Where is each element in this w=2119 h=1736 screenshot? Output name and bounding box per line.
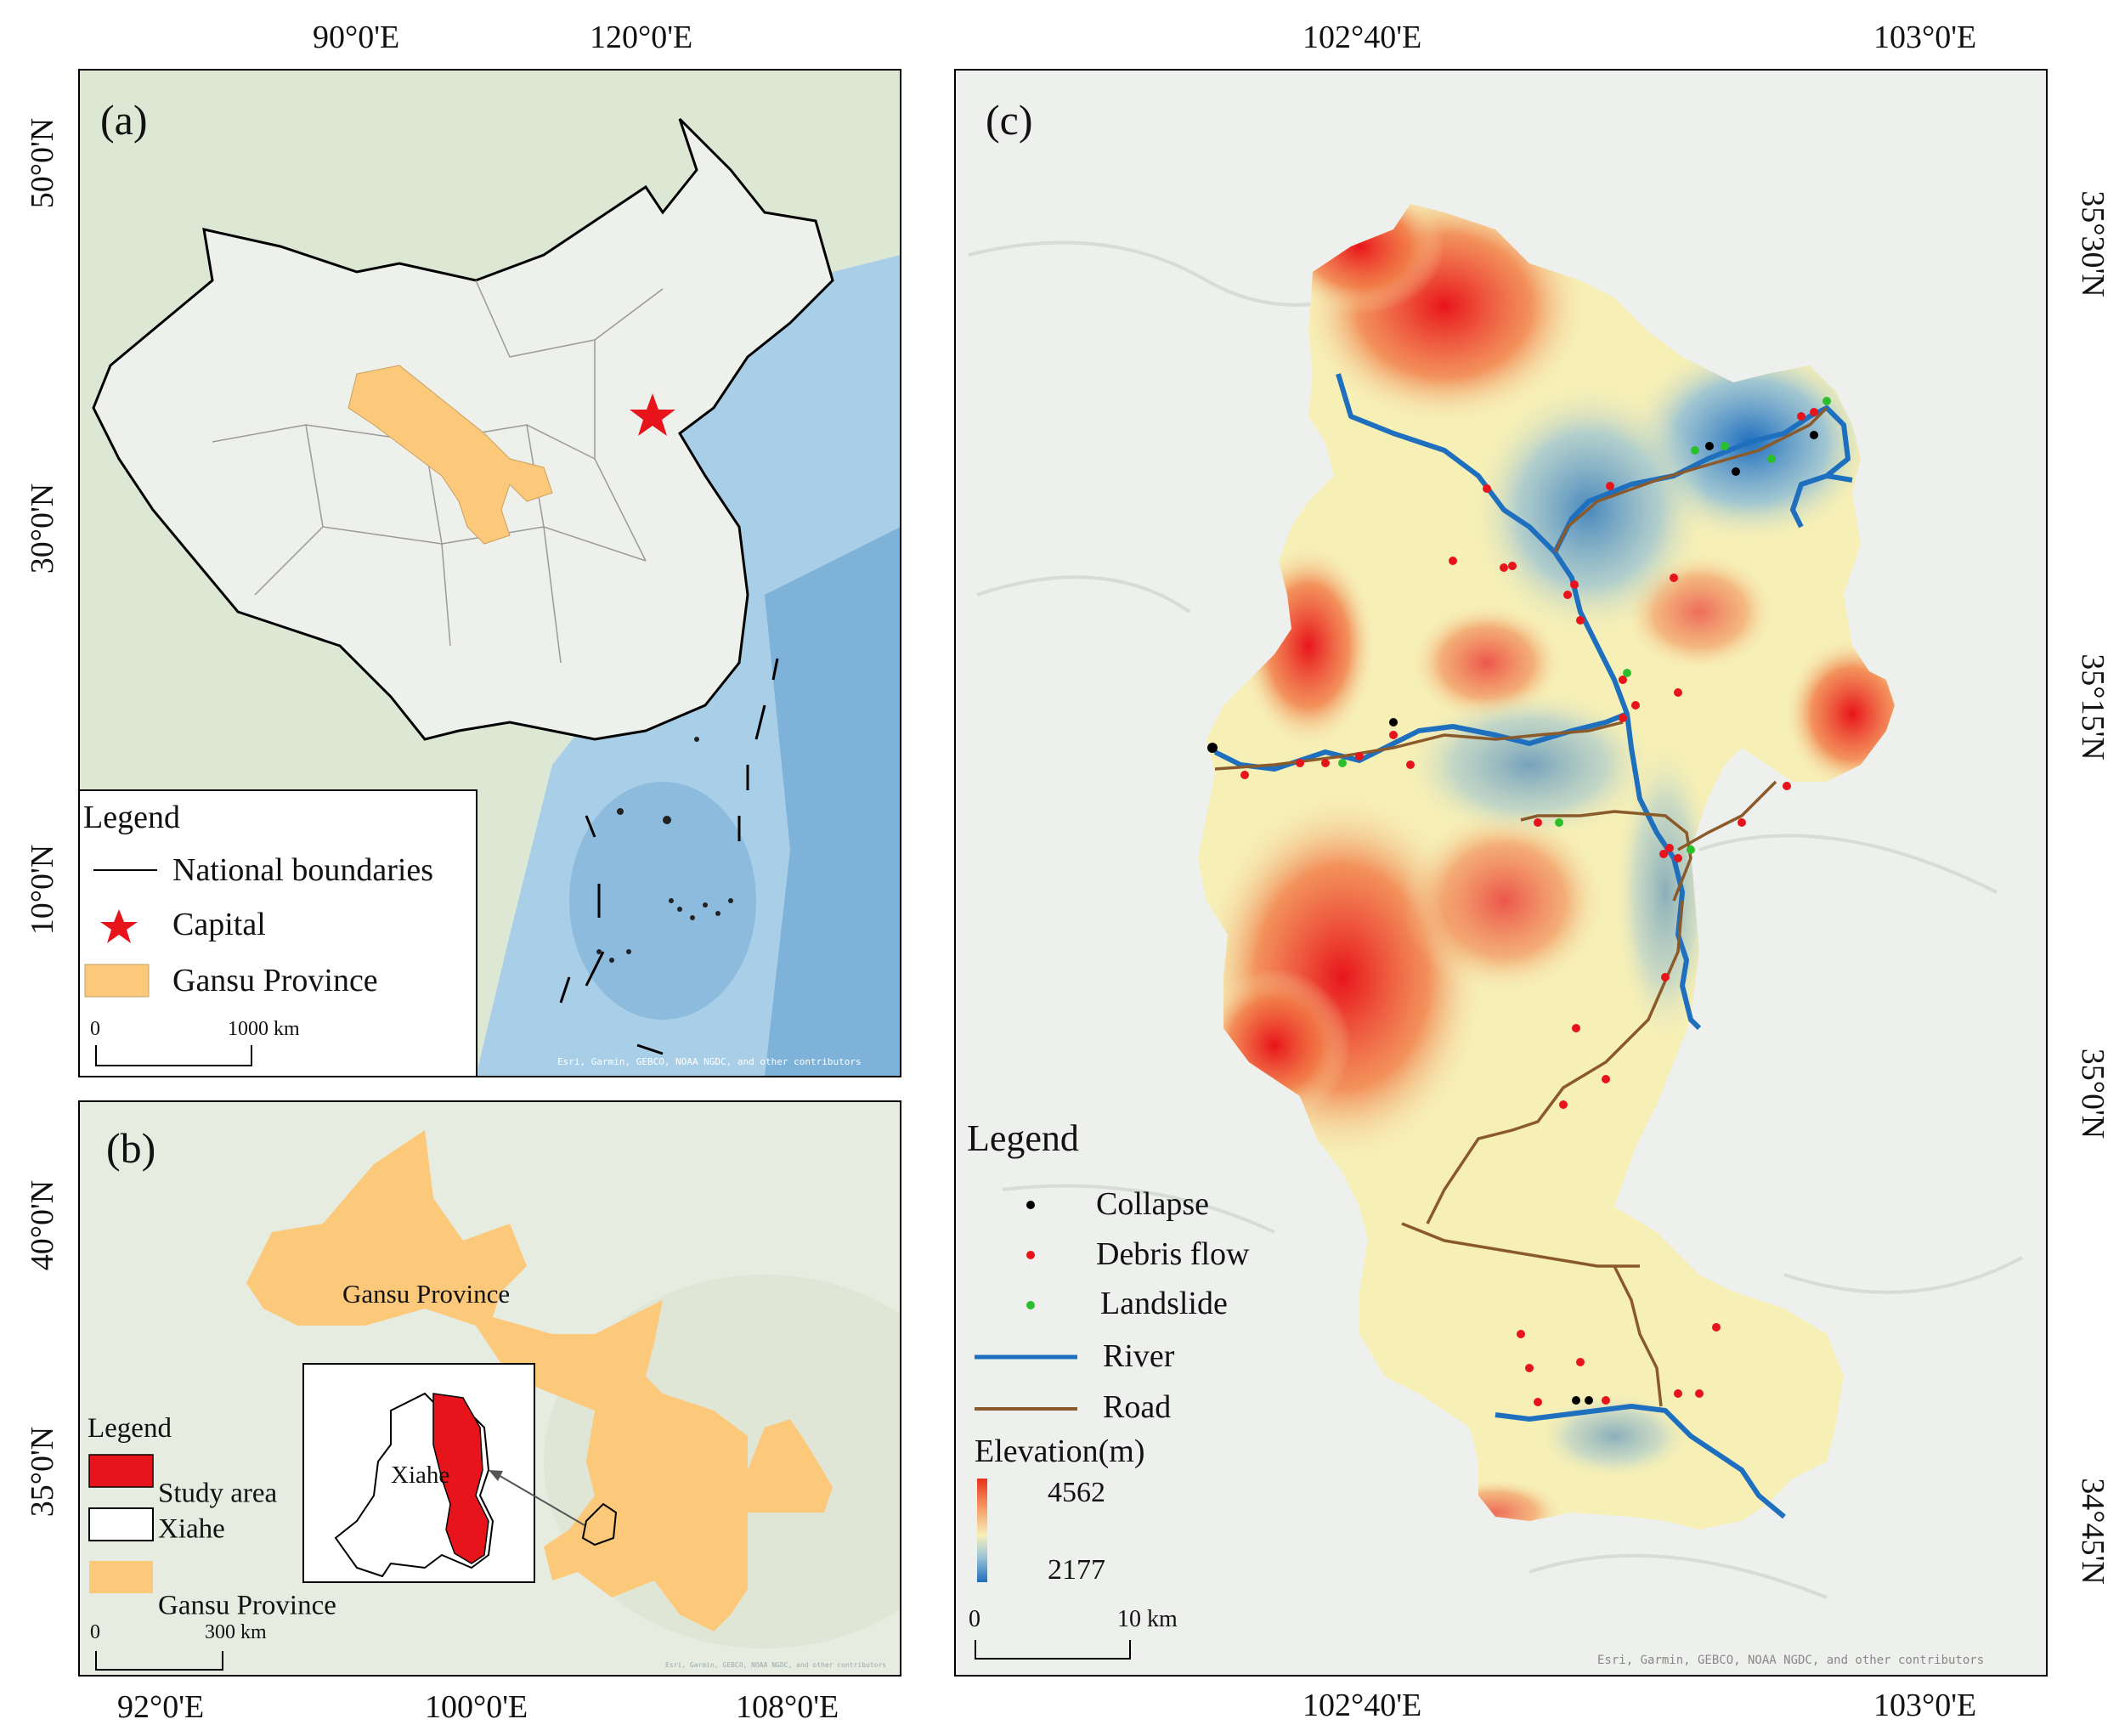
c-right-tick-1: 35°30'N [2075,190,2111,297]
legend-b-xiahe-icon [88,1507,154,1541]
a-top-tick-1: 90°0'E [313,20,400,55]
panel-a-frame [78,69,901,1077]
c-right-tick-4: 34°45'N [2075,1478,2111,1585]
scale-a-end: 1000 km [228,1018,300,1040]
debris-flow-points [1240,408,1818,1406]
legend-b-title: Legend [88,1413,172,1444]
a-left-tick-3: 10°0'N [25,844,60,936]
collapse-points [1207,431,1818,1405]
legend-a-title: Legend [83,800,180,835]
attribution-a: Esri, Garmin, GEBCO, NOAA NGDC, and othe… [557,1056,862,1067]
scale-b-end: 300 km [205,1621,267,1643]
attribution-b: Esri, Garmin, GEBCO, NOAA NGDC, and othe… [665,1661,887,1669]
xiahe-map-label: Xiahe [391,1462,450,1489]
legend-a-gansu-patch-icon [84,964,150,998]
c-bottom-tick-1: 102°40'E [1302,1688,1422,1723]
legend-c-landslide-icon [1026,1301,1035,1309]
scale-a-start: 0 [90,1018,100,1040]
attribution-c: Esri, Garmin, GEBCO, NOAA NGDC, and othe… [1597,1654,1985,1667]
legend-b-item-1: Study area [158,1478,278,1509]
c-right-tick-2: 35°15'N [2075,653,2111,761]
c-right-tick-3: 35°0'N [2075,1048,2111,1139]
b-bottom-tick-2: 100°0'E [425,1689,528,1725]
legend-b-item-3: Gansu Province [158,1590,336,1621]
a-left-tick-2: 30°0'N [25,483,60,574]
a-top-tick-2: 120°0'E [590,20,693,55]
legend-c-item-4: River [1103,1338,1175,1374]
panel-c-letter: (c) [986,96,1033,144]
panel-b-map [79,1101,901,1676]
scale-bar-b [95,1651,223,1671]
elevation-high: 4562 [1048,1477,1105,1508]
legend-b-gansu-icon [89,1561,153,1593]
legend-c-item-3: Landslide [1100,1286,1228,1321]
scale-bar-c [975,1640,1131,1660]
legend-c-collapse-icon [1026,1201,1035,1209]
b-left-tick-2: 35°0'N [25,1426,60,1518]
b-bottom-tick-1: 92°0'E [117,1689,205,1725]
legend-c-item-1: Collapse [1096,1186,1209,1222]
gansu-province-shape [348,365,553,545]
panel-a-legend-box [78,789,477,1077]
study-area-shape [432,1393,489,1564]
c-top-tick-2: 103°0'E [1873,20,1977,55]
legend-a-star-icon [100,909,138,943]
panel-b-letter: (b) [106,1124,156,1172]
legend-b-item-2: Xiahe [158,1513,225,1545]
legend-a-item-2: Capital [172,907,266,942]
scale-b-start: 0 [90,1621,100,1643]
elevation-low: 2177 [1048,1554,1105,1586]
scale-c-end: 10 km [1117,1606,1178,1632]
c-bottom-tick-2: 103°0'E [1873,1688,1977,1723]
legend-c-item-5: Road [1103,1389,1172,1425]
b-bottom-tick-3: 108°0'E [736,1689,839,1725]
legend-c-debris-icon [1026,1251,1035,1259]
legend-a-item-1: National boundaries [172,852,434,888]
b-left-tick-1: 40°0'N [25,1179,60,1271]
panel-c-frame [954,69,2048,1677]
legend-c-item-2: Debris flow [1096,1236,1250,1272]
legend-b-study-area-icon [88,1454,154,1488]
a-left-tick-1: 50°0'N [25,117,60,209]
capital-star-icon [630,393,675,436]
river-network [1213,373,1853,1519]
gansu-map-label: Gansu Province [342,1279,511,1309]
elevation-title: Elevation(m) [975,1433,1145,1469]
scale-c-start: 0 [969,1606,980,1632]
legend-c-title: Legend [967,1117,1079,1159]
panel-c-map [955,70,2047,1676]
elevation-ramp [977,1479,987,1582]
legend-a-item-3: Gansu Province [172,963,378,998]
scale-bar-a [95,1045,252,1066]
panel-b-frame [78,1100,901,1677]
c-top-tick-1: 102°40'E [1302,20,1422,55]
landslide-points [1338,397,1831,854]
gansu-province-b-shape [246,1130,833,1631]
panel-a-letter: (a) [100,96,148,144]
